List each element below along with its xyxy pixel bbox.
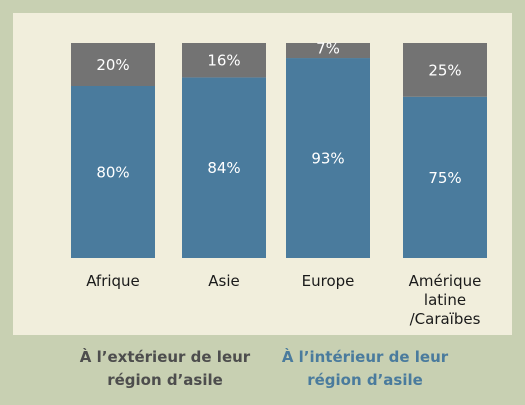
value-label: 75% <box>428 169 461 187</box>
bar-segment <box>182 43 266 78</box>
value-label: 25% <box>428 61 461 79</box>
value-label: 93% <box>311 150 344 168</box>
value-label: 20% <box>96 56 129 74</box>
bar-segment <box>71 86 155 258</box>
legend-entry: À l’intérieur de leur région d’asile <box>281 348 449 389</box>
x-tick-label: Europe <box>301 272 355 290</box>
value-label: 7% <box>316 40 340 58</box>
bar-segment <box>286 58 370 258</box>
bar-segment <box>71 43 155 86</box>
bar-segment <box>182 77 266 259</box>
legend-entry: À l’extérieur de leur région d’asile <box>79 348 251 389</box>
x-tick-label: Afrique <box>86 272 140 290</box>
x-tick-label: Asie <box>208 272 240 290</box>
x-tick-label: Amérique latine /Caraïbes <box>408 272 482 328</box>
bar-segment <box>286 43 370 59</box>
value-label: 84% <box>207 159 240 177</box>
bar-segment <box>403 43 487 97</box>
value-label: 16% <box>207 52 240 70</box>
value-label: 80% <box>96 164 129 182</box>
bar-segment <box>403 96 487 258</box>
